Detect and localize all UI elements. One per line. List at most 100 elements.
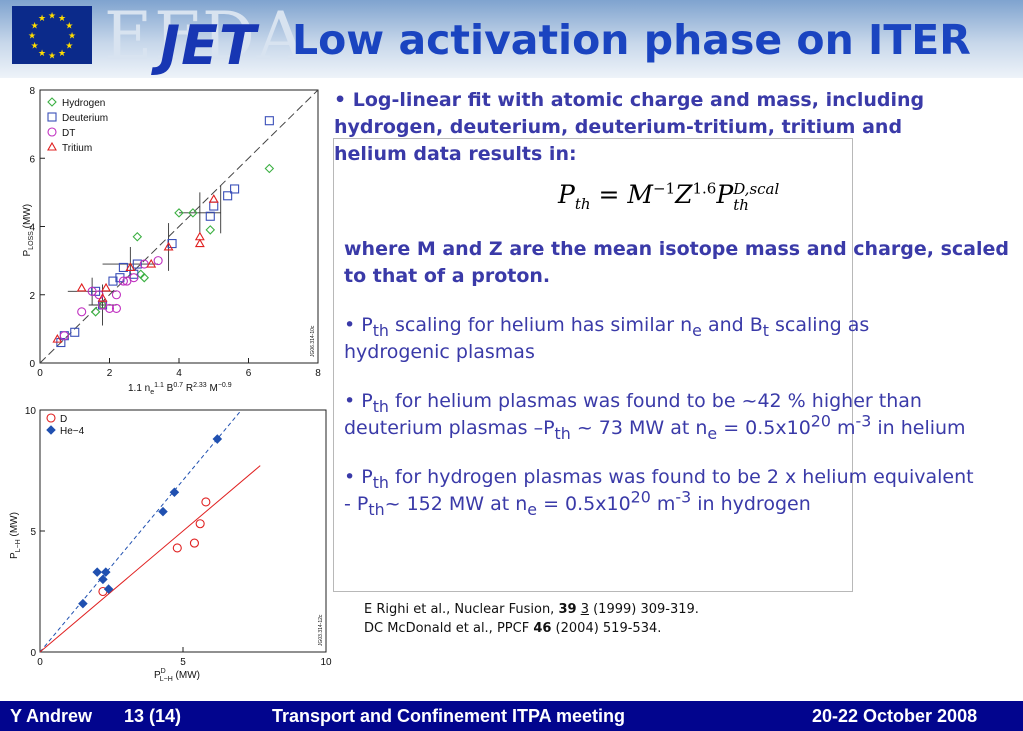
- slide-header: ★ ★ ★ ★ ★ ★ ★ ★ ★ ★ ★ ★ EFDA JET Low activation pha…: [0, 0, 1023, 78]
- x-axis-label-sub: L−H: [160, 676, 173, 682]
- footer-date: 20-22 October 2008: [812, 706, 978, 726]
- data-point-he4: [78, 598, 88, 609]
- x-axis-label-sup: D: [161, 668, 166, 675]
- legend-label: Hydrogen: [62, 98, 105, 109]
- x-tick-label: 5: [180, 657, 186, 668]
- data-point-hydrogen: [188, 208, 198, 218]
- eu-star-icon: ★: [65, 22, 73, 32]
- reference-mcdonald: DC McDonald et al., PPCF 46 (2004) 519-5…: [364, 621, 662, 636]
- data-point-deuterium: [264, 116, 274, 126]
- data-point-tritium: [97, 293, 108, 302]
- eu-star-icon: ★: [58, 14, 66, 24]
- data-point-tritium: [52, 334, 63, 343]
- x-tick-label: 4: [176, 368, 182, 379]
- data-point-dt: [59, 331, 69, 341]
- data-point-he4: [101, 567, 111, 577]
- bullet-helium-threshold: • Pth for helium plasmas was found to be…: [344, 390, 966, 443]
- data-point-deuterium: [209, 201, 219, 211]
- data-point-dt: [111, 290, 121, 300]
- x-axis-label: PD L−H (MW): [154, 668, 200, 682]
- x-axis-label-part: 1.1: [154, 382, 164, 389]
- ploss-scatter-chart: 0 2 4 6 8 0 2 4 6 8 Hydrogen Deuterium DT Tritium PLOS…: [18, 80, 330, 406]
- he4-fit-line: [39, 411, 241, 653]
- data-point-deuterium: [230, 184, 240, 194]
- eu-star-icon: ★: [68, 32, 76, 42]
- y-tick-label: 10: [25, 406, 37, 417]
- x-axis-label-part: B: [164, 383, 174, 394]
- y-tick-label: 8: [29, 86, 35, 97]
- scaling-formula: Pth = M−1Z1.6P D,scal th: [558, 179, 780, 214]
- x-axis-label: 1.1 ne1.1 B0.7 R2.33 M−0.9: [128, 382, 232, 396]
- x-axis-label-part: −0.9: [218, 382, 232, 389]
- x-axis-label-unit: (MW): [173, 670, 200, 681]
- x-tick-label: 10: [320, 657, 332, 668]
- eu-flag-logo: ★ ★ ★ ★ ★ ★ ★ ★ ★ ★ ★ ★: [12, 6, 92, 64]
- y-tick-label: 0: [30, 648, 36, 659]
- footer-page: 13 (14): [124, 706, 182, 726]
- data-point-d: [172, 543, 182, 553]
- d-fit-line: [39, 465, 261, 653]
- data-point-hydrogen: [174, 208, 184, 218]
- y-tick-label: 4: [29, 223, 35, 234]
- legend-label: D: [60, 414, 67, 425]
- legend-label: Deuterium: [62, 113, 108, 124]
- data-point-dt: [153, 256, 163, 266]
- data-point-tritium: [163, 241, 174, 251]
- legend-marker: [47, 112, 57, 122]
- data-point-tritium: [208, 194, 219, 203]
- figure-id-label: JG03.314-12c: [318, 614, 324, 646]
- bullet-helium-scaling: • Pth scaling for helium has similar ne …: [344, 314, 870, 363]
- data-point-d: [189, 538, 199, 548]
- legend-label: DT: [62, 128, 75, 139]
- data-point-tritium: [76, 282, 87, 292]
- x-tick-label: 2: [107, 368, 113, 379]
- footer-author: Y Andrew: [10, 706, 93, 726]
- x-tick-label: 6: [246, 368, 252, 379]
- y-axis-label-unit: (MW): [22, 204, 33, 231]
- ploss-chart-svg: 0 2 4 6 802468HydrogenDeuteriumDTTritiumPLOS…: [22, 86, 321, 396]
- eu-star-icon: ★: [65, 42, 73, 52]
- reference-righi: E Righi et al., Nuclear Fusion, 39 3 (19…: [364, 602, 699, 617]
- legend-marker: [47, 97, 57, 107]
- x-axis-label-part: M: [207, 383, 218, 394]
- x-axis-label-part: 1.1 n: [128, 383, 150, 394]
- data-point-dt: [122, 276, 132, 286]
- text-frame: [333, 138, 853, 592]
- data-point-hydrogen: [264, 163, 275, 174]
- eu-star-icon: ★: [28, 32, 36, 42]
- jet-logo: JET: [160, 14, 257, 77]
- data-point-dt: [139, 259, 149, 269]
- legend-marker: [46, 425, 56, 435]
- slide-title: Low activation phase on ITER: [292, 16, 971, 64]
- unity-fit-line: [39, 89, 319, 364]
- data-point-hydrogen: [90, 307, 101, 317]
- data-point-deuterium: [108, 276, 118, 286]
- efda-logo: EFDA: [104, 0, 307, 75]
- data-point-tritium: [125, 262, 136, 271]
- y-axis-label-sub: L−H: [15, 539, 22, 552]
- y-tick-label: 6: [29, 154, 35, 165]
- data-point-he4: [103, 584, 114, 594]
- data-point-he4: [92, 567, 102, 577]
- data-point-deuterium: [70, 327, 80, 337]
- x-axis-label-part: 2.33: [193, 382, 207, 389]
- legend-marker: [47, 141, 57, 151]
- data-point-hydrogen: [132, 231, 143, 242]
- bullet-hydrogen-threshold: • Pth for hydrogen plasmas was found to …: [344, 466, 974, 519]
- bullet-definitions: where M and Z are the mean isotope mass …: [344, 238, 1009, 287]
- y-axis-label-sub: LOSS: [28, 231, 35, 250]
- x-tick-label: 8: [315, 368, 321, 379]
- slide-footer: Y Andrew 13 (14) Transport and Confineme…: [0, 701, 1023, 731]
- eu-stars-icon: ★★★★★★★★★ ★ ★★: [28, 12, 76, 62]
- data-point-hydrogen: [205, 225, 216, 235]
- figure-id-label: JG06.314-10c: [310, 325, 316, 357]
- eu-star-icon: ★: [48, 12, 56, 22]
- eu-star-icon: ★: [48, 52, 56, 62]
- bullet-fit: • Log-linear fit with atomic charge and …: [334, 89, 925, 165]
- data-point-he4: [212, 434, 223, 444]
- data-point-deuterium: [205, 211, 215, 221]
- data-point-deuterium: [132, 259, 142, 269]
- data-point-hydrogen: [139, 272, 150, 283]
- references: E Righi et al., Nuclear Fusion, 39 3 (19…: [364, 600, 699, 638]
